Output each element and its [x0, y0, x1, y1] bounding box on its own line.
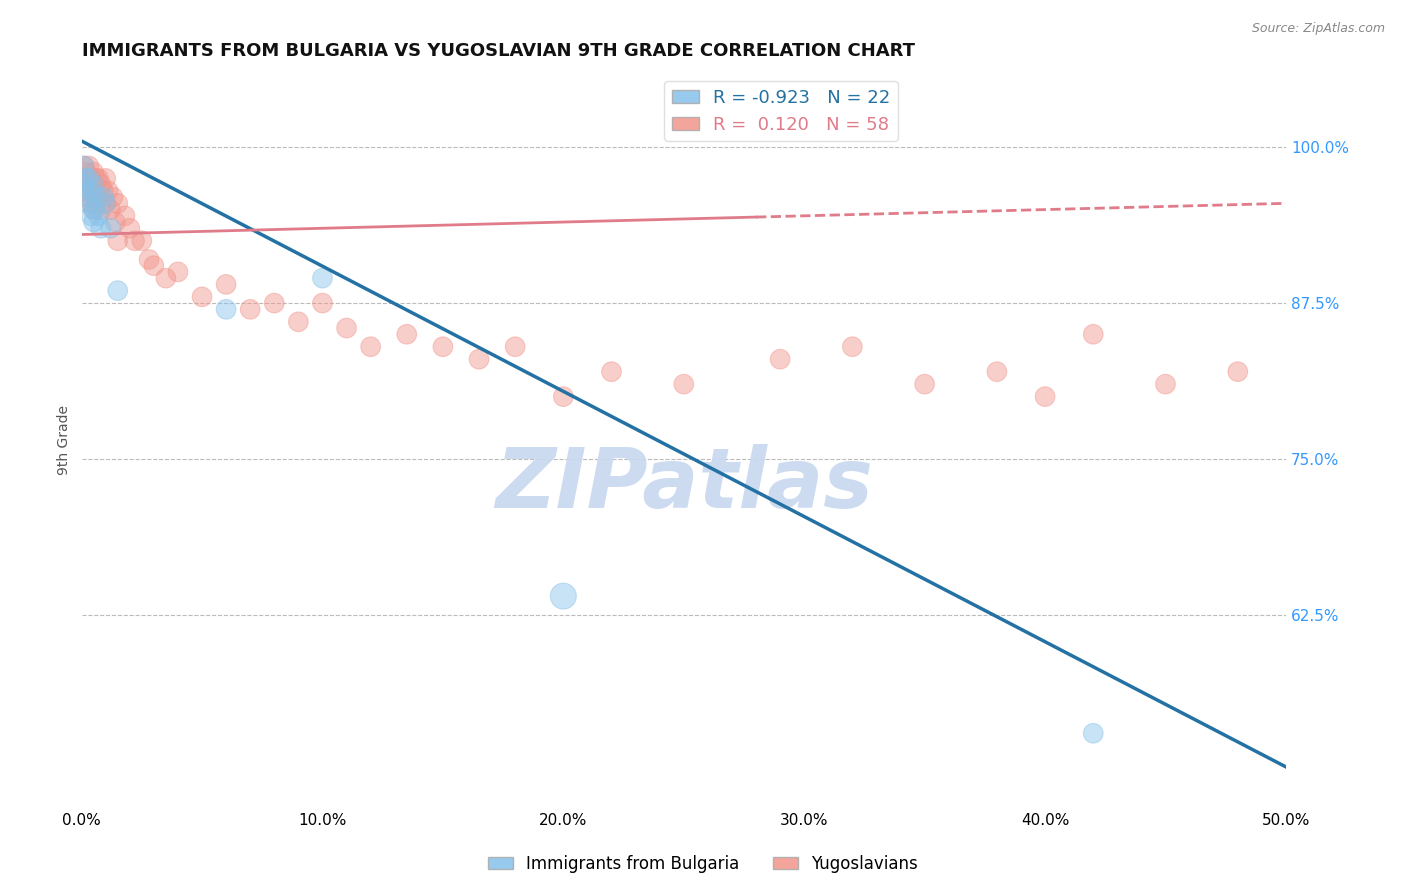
Point	[131, 234, 153, 248]
Point	[80, 171, 103, 186]
Point	[77, 190, 100, 204]
Point	[77, 171, 100, 186]
Text: Source: ZipAtlas.com: Source: ZipAtlas.com	[1251, 22, 1385, 36]
Point	[263, 296, 285, 310]
Point	[73, 178, 96, 192]
Point	[94, 196, 117, 211]
Point	[155, 271, 177, 285]
Point	[468, 352, 491, 367]
Point	[90, 178, 112, 192]
Point	[83, 202, 105, 217]
Point	[97, 184, 120, 198]
Point	[80, 196, 103, 211]
Point	[191, 290, 214, 304]
Text: IMMIGRANTS FROM BULGARIA VS YUGOSLAVIAN 9TH GRADE CORRELATION CHART: IMMIGRANTS FROM BULGARIA VS YUGOSLAVIAN …	[82, 42, 914, 60]
Point	[107, 284, 129, 298]
Point	[1033, 390, 1056, 404]
Point	[90, 202, 112, 217]
Point	[986, 365, 1008, 379]
Point	[215, 277, 238, 292]
Point	[215, 302, 238, 317]
Point	[104, 215, 127, 229]
Point	[84, 196, 107, 211]
Point	[77, 196, 100, 211]
Point	[91, 184, 114, 198]
Point	[75, 184, 97, 198]
Point	[769, 352, 792, 367]
Point	[138, 252, 160, 267]
Point	[73, 159, 96, 173]
Point	[124, 234, 146, 248]
Point	[75, 190, 97, 204]
Point	[90, 221, 112, 235]
Point	[87, 171, 110, 186]
Point	[87, 190, 110, 204]
Point	[1154, 377, 1177, 392]
Point	[83, 202, 105, 217]
Point	[1083, 327, 1105, 342]
Point	[239, 302, 262, 317]
Point	[75, 165, 97, 179]
Point	[101, 190, 124, 204]
Point	[80, 184, 103, 198]
Point	[311, 296, 333, 310]
Point	[83, 184, 105, 198]
Point	[83, 215, 105, 229]
Point	[107, 234, 129, 248]
Point	[80, 209, 103, 223]
Point	[118, 221, 141, 235]
Point	[167, 265, 190, 279]
Y-axis label: 9th Grade: 9th Grade	[58, 405, 72, 475]
Point	[83, 165, 105, 179]
Point	[287, 315, 309, 329]
Point	[432, 340, 454, 354]
Point	[672, 377, 695, 392]
Point	[395, 327, 418, 342]
Point	[311, 271, 333, 285]
Point	[84, 171, 107, 186]
Point	[1226, 365, 1249, 379]
Point	[360, 340, 382, 354]
Point	[107, 196, 129, 211]
Legend: Immigrants from Bulgaria, Yugoslavians: Immigrants from Bulgaria, Yugoslavians	[481, 848, 925, 880]
Point	[841, 340, 863, 354]
Point	[114, 209, 136, 223]
Point	[91, 190, 114, 204]
Point	[87, 209, 110, 223]
Point	[503, 340, 526, 354]
Point	[914, 377, 936, 392]
Point	[100, 221, 122, 235]
Point	[142, 259, 165, 273]
Point	[94, 196, 117, 211]
Legend: R = -0.923   N = 22, R =  0.120   N = 58: R = -0.923 N = 22, R = 0.120 N = 58	[664, 81, 897, 141]
Point	[335, 321, 357, 335]
Point	[83, 178, 105, 192]
Point	[553, 390, 575, 404]
Point	[1083, 726, 1105, 740]
Text: ZIPatlas: ZIPatlas	[495, 444, 873, 524]
Point	[553, 589, 575, 603]
Point	[73, 159, 96, 173]
Point	[84, 190, 107, 204]
Point	[600, 365, 623, 379]
Point	[73, 171, 96, 186]
Point	[75, 171, 97, 186]
Point	[94, 171, 117, 186]
Point	[77, 178, 100, 192]
Point	[100, 202, 122, 217]
Point	[77, 159, 100, 173]
